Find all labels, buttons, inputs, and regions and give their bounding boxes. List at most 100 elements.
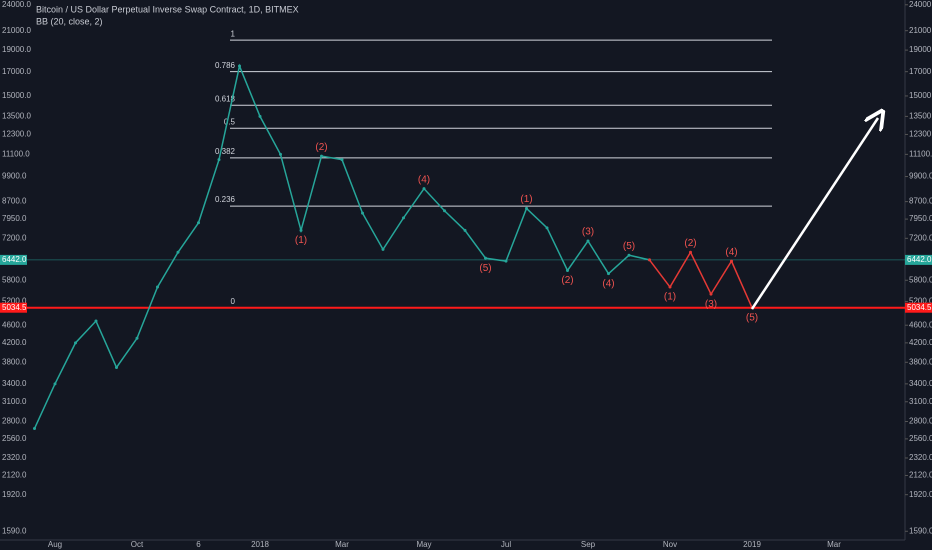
y-tick-label-left: 2120.0 xyxy=(2,471,27,480)
price-point xyxy=(422,187,426,191)
wave-label: (1) xyxy=(520,194,532,205)
y-tick-label-left: 2560.0 xyxy=(2,434,27,443)
price-point xyxy=(320,154,323,158)
y-tick-label: 2320.0 xyxy=(909,453,932,462)
y-tick-label-left: 11100.0 xyxy=(2,149,30,158)
y-tick-label-left: 17000.0 xyxy=(2,67,31,76)
price-label-box xyxy=(0,254,27,265)
price-point xyxy=(709,292,713,296)
price-line-series xyxy=(648,250,753,309)
y-tick-label-left: 7950.0 xyxy=(2,214,27,223)
wave-label: (3) xyxy=(582,227,594,238)
x-tick-label: Jul xyxy=(501,540,511,549)
price-point xyxy=(463,228,467,232)
y-tick-label-left: 4200.0 xyxy=(2,338,27,347)
y-tick-label-left: 1590.0 xyxy=(2,526,27,535)
wave-label: (1) xyxy=(295,235,307,246)
y-tick-label-left: 12300.0 xyxy=(2,130,31,139)
y-tick-label-left: 9900.0 xyxy=(2,172,27,181)
y-tick-label-left: 2800.0 xyxy=(2,417,27,426)
price-point xyxy=(627,253,631,257)
x-tick-label: Mar xyxy=(335,540,349,549)
chart-title: Bitcoin / US Dollar Perpetual Inverse Sw… xyxy=(36,4,299,14)
wave-label: (5) xyxy=(479,263,491,274)
y-tick-label: 2800.0 xyxy=(909,417,932,426)
y-tick-label: 2560.0 xyxy=(909,434,932,443)
wave-label: (1) xyxy=(664,292,676,303)
target-arrow xyxy=(750,118,878,310)
x-tick-label: 2019 xyxy=(743,540,761,549)
y-tick-label: 1590.0 xyxy=(909,526,932,535)
price-point xyxy=(299,228,303,232)
y-tick-label-left: 4600.0 xyxy=(2,320,27,329)
y-tick-label: 12300.0 xyxy=(909,130,932,139)
y-tick-label: 4600.0 xyxy=(909,320,932,329)
x-tick-label: May xyxy=(416,540,431,549)
y-tick-label-left: 3400.0 xyxy=(2,379,27,388)
price-point xyxy=(381,247,385,251)
y-tick-label: 9900.0 xyxy=(909,172,932,181)
price-point xyxy=(689,250,692,254)
wave-label: (4) xyxy=(602,278,614,289)
y-tick-label: 24000.0 xyxy=(909,0,932,9)
indicator-label: BB (20, close, 2) xyxy=(36,16,103,26)
fib-label: 0.786 xyxy=(215,61,236,70)
y-tick-label-left: 21000.0 xyxy=(2,26,31,35)
price-point xyxy=(525,206,528,210)
price-point xyxy=(586,239,590,243)
price-point xyxy=(217,158,221,162)
price-point xyxy=(504,259,508,263)
price-point xyxy=(53,382,57,386)
price-label: 6442.0 xyxy=(2,255,27,264)
price-label: 5034.5 xyxy=(2,303,27,312)
y-tick-label: 3400.0 xyxy=(909,379,932,388)
y-tick-label-left: 5200.0 xyxy=(2,297,27,306)
wave-label: (3) xyxy=(705,299,717,310)
wave-label: (5) xyxy=(746,312,758,323)
wave-label: (5) xyxy=(623,241,635,252)
price-point xyxy=(197,221,200,225)
x-tick-label: Oct xyxy=(131,540,144,549)
price-point xyxy=(279,152,282,156)
y-tick-label-left: 5800.0 xyxy=(2,275,27,284)
y-tick-label: 5800.0 xyxy=(909,275,932,284)
y-tick-label: 8700.0 xyxy=(909,197,932,206)
price-point xyxy=(156,285,159,289)
y-tick-label-left: 24000.0 xyxy=(2,0,31,9)
price-label-box xyxy=(0,302,27,313)
price-point xyxy=(484,256,487,260)
y-tick-label: 17000.0 xyxy=(909,67,932,76)
price-point xyxy=(730,259,733,263)
wave-label: (2) xyxy=(561,275,573,286)
y-tick-label-left: 15000.0 xyxy=(2,91,31,100)
x-tick-label: 2018 xyxy=(251,540,269,549)
y-tick-label: 21000.0 xyxy=(909,26,932,35)
price-label-box xyxy=(905,302,932,313)
y-tick-label: 5200.0 xyxy=(909,297,932,306)
y-tick-label: 7950.0 xyxy=(909,214,932,223)
wave-label: (2) xyxy=(684,238,696,249)
y-tick-label-left: 19000.0 xyxy=(2,45,31,54)
price-point xyxy=(74,341,77,345)
y-tick-label: 1920.0 xyxy=(909,490,932,499)
y-tick-label-left: 3800.0 xyxy=(2,357,27,366)
price-point xyxy=(361,211,364,215)
y-tick-label: 19000.0 xyxy=(909,45,932,54)
y-tick-label: 15000.0 xyxy=(909,91,932,100)
y-tick-label-left: 8700.0 xyxy=(2,197,27,206)
fib-label: 0.382 xyxy=(215,147,236,156)
price-point xyxy=(402,216,405,220)
fib-label: 0 xyxy=(231,297,236,306)
price-point xyxy=(443,209,446,213)
y-tick-label-left: 2320.0 xyxy=(2,453,27,462)
x-tick-label: Sep xyxy=(581,540,596,549)
x-tick-label: Aug xyxy=(48,540,62,549)
y-tick-label: 13500.0 xyxy=(909,111,932,120)
x-tick-label: 6 xyxy=(196,540,201,549)
price-point xyxy=(135,336,139,340)
price-point xyxy=(176,250,180,254)
y-tick-label: 7200.0 xyxy=(909,233,932,242)
y-tick-label: 3800.0 xyxy=(909,357,932,366)
